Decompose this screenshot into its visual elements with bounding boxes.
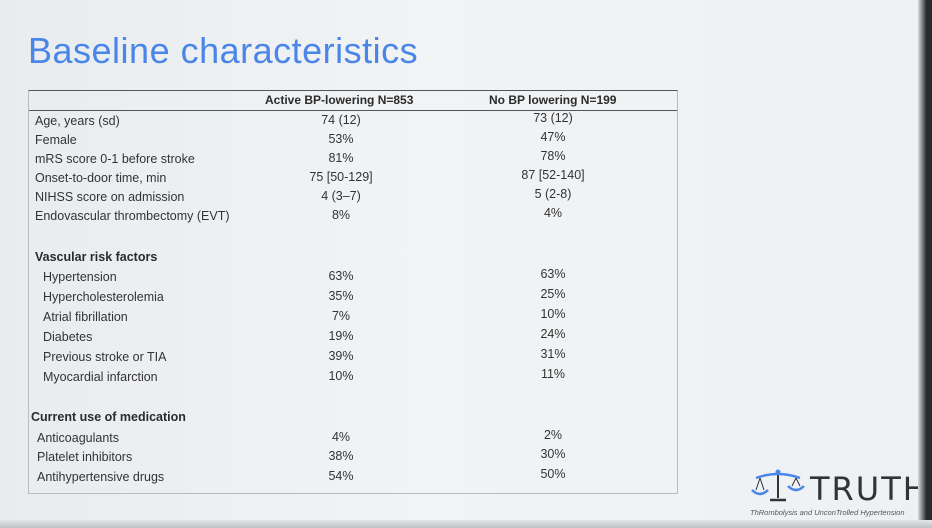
cell-no-bp: 5 (2-8) [534,187,572,201]
table-row: Previous stroke or TIA 39% 31% [29,347,677,368]
table-row: Platelet inhibitors 38% 30% [29,447,677,468]
cell-active: 19% [328,329,354,343]
cell-active: 4% [331,430,351,444]
cell-no-bp: 25% [540,287,566,301]
section-heading-vascular: Vascular risk factors [35,250,158,264]
row-label: Anticoagulants [37,431,120,445]
table-row: mRS score 0-1 before stroke 81% 78% [29,149,677,170]
cell-no-bp: 73 (12) [533,111,573,125]
section-heading-medication: Current use of medication [31,410,186,424]
logo-wordmark: TRUTH [810,470,929,508]
column-header-no-bp: No BP lowering N=199 [489,93,617,107]
row-label: Antihypertensive drugs [37,470,165,484]
cell-active: 35% [328,289,354,303]
table-row: Onset-to-door time, min 75 [50-129] 87 [… [29,168,677,189]
table-row: Female 53% 47% [29,130,677,151]
cell-no-bp: 63% [540,267,566,281]
cell-active: 4 (3–7) [321,189,361,203]
row-label: Platelet inhibitors [37,450,133,464]
screen-edge [918,0,932,528]
truth-logo: TRUTH ThRombolysis and UnconTrolled Hype… [748,466,930,526]
table-header: Active BP-lowering N=853 No BP lowering … [29,91,677,111]
row-label: Myocardial infarction [43,370,158,384]
baseline-table: Active BP-lowering N=853 No BP lowering … [28,90,678,494]
table-row: NIHSS score on admission 4 (3–7) 5 (2-8) [29,187,677,208]
row-label: mRS score 0-1 before stroke [35,152,195,166]
row-label: Hypertension [43,270,117,284]
cell-active: 39% [328,349,354,363]
cell-active: 7% [331,309,351,323]
table-row: Antihypertensive drugs 54% 50% [29,467,677,488]
table-row: Hypercholesterolemia 35% 25% [29,287,677,308]
row-label: Atrial fibrillation [43,310,128,324]
table-row: Atrial fibrillation 7% 10% [29,307,677,328]
cell-active: 8% [331,208,351,222]
table-row: Anticoagulants 4% 2% [29,428,677,449]
cell-no-bp: 87 [52-140] [521,168,585,182]
cell-active: 81% [328,151,354,165]
cell-no-bp: 11% [540,367,566,381]
table-row: Endovascular thrombectomy (EVT) 8% 4% [29,206,677,227]
slide-title: Baseline characteristics [28,30,419,71]
cell-no-bp: 50% [540,467,566,481]
row-label: Hypercholesterolemia [43,290,164,304]
screen-bottom-edge [0,520,932,528]
cell-active: 53% [328,132,354,146]
cell-no-bp: 47% [540,130,566,144]
cell-no-bp: 10% [540,307,566,321]
cell-no-bp: 24% [540,327,566,341]
cell-active: 38% [328,449,354,463]
row-label: Previous stroke or TIA [43,350,167,364]
table-row: Hypertension 63% 63% [29,267,677,288]
cell-active: 10% [328,369,354,383]
table-row: Diabetes 19% 24% [29,327,677,348]
cell-no-bp: 4% [543,206,563,220]
scales-of-justice-icon [751,469,805,502]
cell-no-bp: 2% [543,428,563,442]
row-label: Female [35,133,77,147]
cell-active: 54% [328,469,354,483]
cell-active: 75 [50-129] [309,170,373,184]
row-label: Age, years (sd) [35,114,120,128]
table-row: Age, years (sd) 74 (12) 73 (12) [29,111,677,132]
row-label: Diabetes [43,330,93,344]
logo-subtitle: ThRombolysis and UnconTrolled Hypertensi… [750,508,905,517]
cell-active: 74 (12) [321,113,361,127]
cell-no-bp: 30% [540,447,566,461]
row-label: NIHSS score on admission [35,190,185,204]
row-label: Endovascular thrombectomy (EVT) [35,209,230,223]
section-heading-row: Vascular risk factors [29,249,677,268]
table-row: Myocardial infarction 10% 11% [29,367,677,388]
section-heading-row: Current use of medication [29,409,677,428]
cell-no-bp: 31% [540,347,566,361]
row-label: Onset-to-door time, min [35,171,167,185]
cell-no-bp: 78% [540,149,566,163]
column-header-active: Active BP-lowering N=853 [265,93,414,107]
cell-active: 63% [328,269,354,283]
